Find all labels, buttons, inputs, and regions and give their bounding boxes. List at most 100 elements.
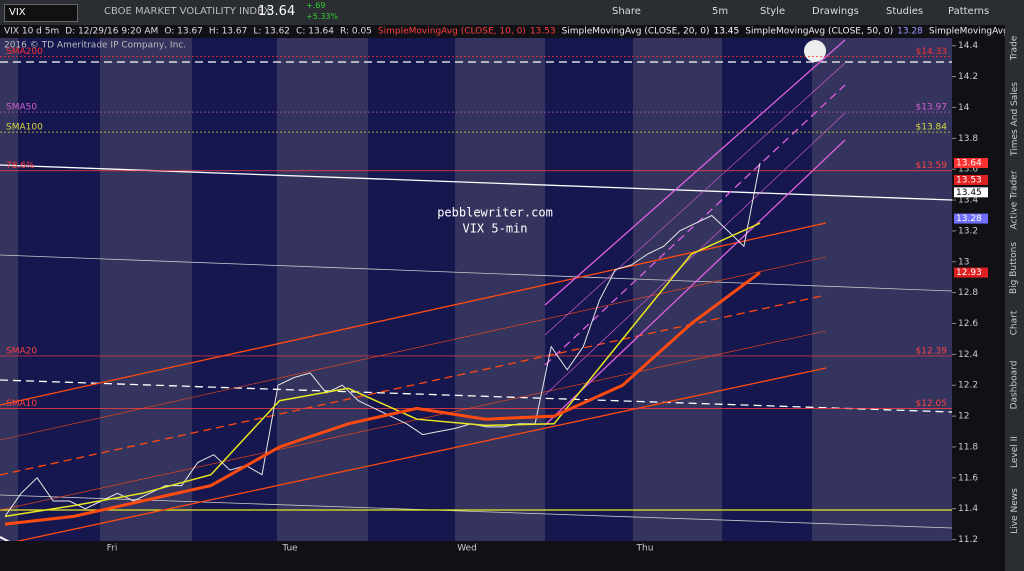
price-tag-label: 13.28 <box>956 214 982 224</box>
session-band <box>0 38 18 541</box>
timeframe-button[interactable]: 5m <box>712 6 729 17</box>
price-tag <box>954 158 988 169</box>
tab-label[interactable]: Times And Sales <box>1009 82 1020 156</box>
patterns-button[interactable]: Patterns <box>948 6 990 17</box>
symbol-box[interactable]: VIX <box>4 4 78 22</box>
study-name: SimpleMovingAvg (CLOSE ... <box>929 27 1005 37</box>
level-label: SMA100 <box>6 123 43 133</box>
sidebar: Trade Times And Sales Active Trader Big But… <box>1005 25 1024 571</box>
session-band <box>812 38 952 541</box>
y-tick-label: 11.4 <box>958 504 978 514</box>
sidebar-tab[interactable]: Times And Sales <box>1005 71 1024 167</box>
y-tick-label: 11.2 <box>958 535 978 545</box>
sidebar-tab[interactable]: Chart <box>1005 303 1024 343</box>
price-tag <box>954 187 988 198</box>
y-tick-label: 13 <box>958 257 969 267</box>
sidebar-tab[interactable]: Live News <box>1005 477 1024 545</box>
level-label: SMA20 <box>6 346 37 356</box>
drawings-button[interactable]: Drawings <box>812 6 859 17</box>
session-band <box>455 38 545 541</box>
info-bar <box>0 25 952 38</box>
change-pct: +5.33% <box>306 12 339 21</box>
level-value: $13.84 <box>916 123 948 133</box>
session-band <box>368 38 455 541</box>
y-tick-label: 13.8 <box>958 134 978 144</box>
tab-label[interactable]: Live News <box>1009 488 1020 534</box>
tab-label[interactable]: Chart <box>1009 310 1020 336</box>
series-lines <box>4 162 761 526</box>
study-name: SimpleMovingAvg (CLOSE, 50, 0) <box>745 27 893 37</box>
x-tick-label: Fri <box>107 544 118 554</box>
change: +.69 <box>306 1 326 10</box>
level-value: $14.33 <box>916 47 948 57</box>
level-value: $13.59 <box>916 161 948 171</box>
y-tick-label: 12.8 <box>958 288 978 298</box>
chart: VIX 10 d 5m D: 12/29/16 9:20 AM O: 13.67 H:… <box>0 25 1005 571</box>
tab-label[interactable]: Big Buttons <box>1009 241 1020 295</box>
info-text: O: 13.67 <box>164 27 203 37</box>
sidebar-tab[interactable]: Level II <box>1005 427 1024 477</box>
watermark: pebblewriter.com <box>437 206 553 220</box>
series-line <box>4 162 761 517</box>
price-tag <box>954 213 988 224</box>
last-price: 13.64 <box>258 4 296 19</box>
y-tick-label: 14.4 <box>958 41 978 51</box>
price-tag-label: 13.53 <box>956 175 982 185</box>
level-label: SMA50 <box>6 103 37 113</box>
style-button[interactable]: Style <box>760 6 786 17</box>
session-band <box>545 38 633 541</box>
study-value: 13.45 <box>713 27 739 37</box>
sidebar-tab[interactable]: Trade <box>1005 25 1024 71</box>
series-line <box>4 271 761 526</box>
y-tick-label: 12.6 <box>958 319 978 329</box>
price-tag <box>954 267 988 278</box>
study-value: 13.28 <box>897 27 923 37</box>
y-tick-label: 13.6 <box>958 165 978 175</box>
toolbar: VIX CBOE MARKET VOLATILITY INDEX 13.64 +… <box>0 0 1024 26</box>
study-value: 13.53 <box>530 27 556 37</box>
axes: VIX 10 d 5m D: 12/29/16 9:20 AM O: 13.67 H:… <box>4 27 1005 554</box>
sidebar-tab[interactable]: Dashboard <box>1005 343 1024 427</box>
session-bands <box>0 38 952 541</box>
tab-label[interactable]: Active Trader <box>1009 170 1020 230</box>
level-label: SMA10 <box>6 399 37 409</box>
study-name: SimpleMovingAvg (CLOSE, 20, 0) <box>562 27 710 37</box>
level-value: $12.05 <box>916 399 948 409</box>
info-text: H: 13.67 <box>209 27 247 37</box>
y-tick-label: 13.4 <box>958 196 978 206</box>
watermark: VIX 5-min <box>462 222 527 236</box>
info-text: L: 13.62 <box>253 27 290 37</box>
series-line <box>4 222 761 518</box>
info-text: R: 0.05 <box>340 27 372 37</box>
price-tag-label: 13.64 <box>956 159 982 169</box>
session-band <box>18 38 100 541</box>
share-button[interactable]: Share <box>612 6 641 17</box>
price-tag-label: 12.93 <box>956 268 982 278</box>
price-tag <box>954 174 988 185</box>
x-tick-label: Thu <box>636 544 654 554</box>
level-label: 78.6% <box>6 161 35 171</box>
symbol[interactable]: VIX <box>9 7 26 18</box>
tab-label[interactable]: Dashboard <box>1009 360 1020 410</box>
level-value: $13.97 <box>916 103 948 113</box>
y-tick-label: 14 <box>958 103 970 113</box>
studies-button[interactable]: Studies <box>886 6 924 17</box>
level-label: SMA200 <box>6 47 43 57</box>
x-tick-label: Tue <box>281 544 298 554</box>
y-tick-label: 14.2 <box>958 72 978 82</box>
sidebar-tab[interactable]: Big Buttons <box>1005 233 1024 303</box>
y-tick-label: 11.6 <box>958 473 978 483</box>
y-tick-label: 12.2 <box>958 381 978 391</box>
copyright: 2016 © TD Ameritrade IP Company, Inc. <box>4 41 186 51</box>
tab-label[interactable]: Trade <box>1009 35 1020 61</box>
study-name: SimpleMovingAvg (CLOSE, 10, 0) <box>378 27 526 37</box>
price-tag-label: 13.45 <box>956 188 982 198</box>
session-band <box>277 38 368 541</box>
tab-label[interactable]: Level II <box>1009 436 1020 468</box>
level-value: $12.39 <box>916 346 948 356</box>
sidebar-tab[interactable]: Active Trader <box>1005 167 1024 233</box>
y-axis-bg <box>952 25 1005 571</box>
y-tick-label: 11.8 <box>958 442 978 452</box>
y-tick-label: 12 <box>958 412 969 422</box>
